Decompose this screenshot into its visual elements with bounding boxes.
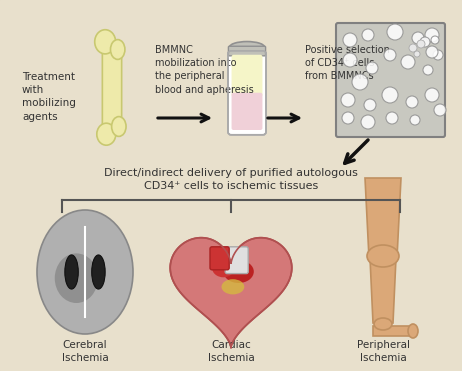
- Circle shape: [382, 87, 398, 103]
- FancyBboxPatch shape: [210, 247, 229, 270]
- FancyBboxPatch shape: [225, 247, 248, 273]
- Text: Direct/indirect delivery of purified autologous
CD34⁺ cells to ischemic tissues: Direct/indirect delivery of purified aut…: [104, 168, 358, 191]
- Ellipse shape: [95, 30, 116, 54]
- Circle shape: [417, 40, 425, 48]
- Ellipse shape: [224, 260, 254, 283]
- Circle shape: [343, 33, 357, 47]
- Ellipse shape: [408, 324, 418, 338]
- Circle shape: [420, 37, 430, 47]
- Ellipse shape: [110, 40, 125, 59]
- FancyBboxPatch shape: [228, 46, 266, 56]
- Ellipse shape: [221, 279, 244, 295]
- Circle shape: [361, 115, 375, 129]
- Ellipse shape: [230, 42, 265, 53]
- Ellipse shape: [55, 253, 98, 303]
- Polygon shape: [370, 258, 396, 323]
- Circle shape: [362, 29, 374, 41]
- Text: BMMNC
mobilization into
the peripheral
blood and apheresis: BMMNC mobilization into the peripheral b…: [155, 45, 254, 95]
- Text: Treatment
with
mobilizing
agents: Treatment with mobilizing agents: [22, 72, 76, 122]
- Ellipse shape: [112, 116, 126, 137]
- Circle shape: [425, 88, 439, 102]
- FancyBboxPatch shape: [228, 51, 266, 135]
- Circle shape: [410, 115, 420, 125]
- Ellipse shape: [92, 255, 105, 289]
- Circle shape: [414, 51, 420, 57]
- Circle shape: [426, 46, 438, 58]
- Circle shape: [412, 32, 424, 44]
- Circle shape: [423, 65, 433, 75]
- Ellipse shape: [212, 258, 235, 277]
- Ellipse shape: [97, 123, 116, 145]
- Circle shape: [384, 49, 396, 61]
- Circle shape: [387, 24, 403, 40]
- Ellipse shape: [374, 318, 392, 330]
- Ellipse shape: [367, 245, 399, 267]
- Circle shape: [342, 112, 354, 124]
- Circle shape: [364, 99, 376, 111]
- Text: Peripheral
Ischemia: Peripheral Ischemia: [357, 340, 409, 363]
- Text: Cardiac
Ischemia: Cardiac Ischemia: [207, 340, 255, 363]
- Polygon shape: [373, 326, 415, 336]
- FancyBboxPatch shape: [103, 43, 122, 133]
- Circle shape: [366, 62, 378, 74]
- Circle shape: [352, 74, 368, 90]
- Circle shape: [434, 104, 446, 116]
- Circle shape: [401, 55, 415, 69]
- Circle shape: [431, 36, 439, 44]
- FancyBboxPatch shape: [231, 55, 262, 97]
- Circle shape: [386, 112, 398, 124]
- Circle shape: [406, 96, 418, 108]
- Polygon shape: [365, 178, 401, 258]
- Circle shape: [425, 28, 439, 42]
- Circle shape: [409, 44, 417, 52]
- Text: Positive selection
of CD34⁺ cells
from BMMNCs: Positive selection of CD34⁺ cells from B…: [305, 45, 390, 81]
- FancyBboxPatch shape: [336, 23, 445, 137]
- Circle shape: [343, 53, 357, 67]
- FancyBboxPatch shape: [231, 93, 262, 130]
- Polygon shape: [170, 238, 292, 348]
- Text: Cerebral
Ischemia: Cerebral Ischemia: [61, 340, 109, 363]
- Ellipse shape: [37, 210, 133, 334]
- Circle shape: [433, 50, 443, 60]
- Circle shape: [341, 93, 355, 107]
- Ellipse shape: [65, 255, 78, 289]
